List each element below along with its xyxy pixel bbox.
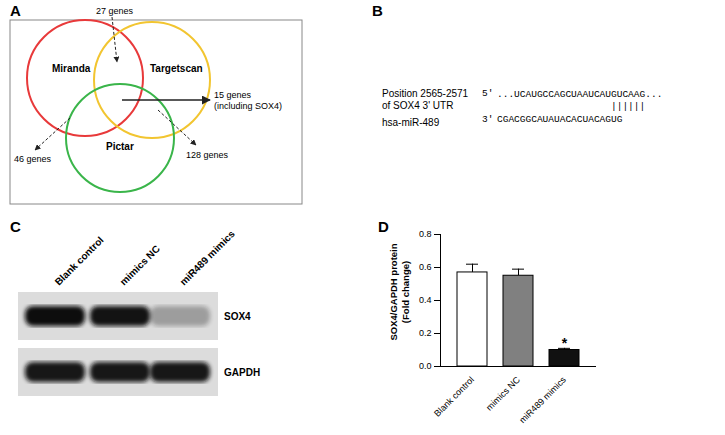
html-text:Position 2565-2571: Position 2565-2571 — [382, 88, 469, 99]
svg-text:Targetscan: Targetscan — [150, 63, 203, 74]
html-text:5' ...UCAUGCCAGCUAAUCAUGUCAAG.: 5' ...UCAUGCCAGCUAAUCAUGUCAAG... — [482, 88, 663, 100]
svg-text:Pictar: Pictar — [106, 141, 134, 152]
svg-text:0.4: 0.4 — [419, 295, 432, 305]
svg-text:0.0: 0.0 — [419, 361, 432, 371]
svg-text:*: * — [562, 335, 568, 351]
svg-text:mimics NC: mimics NC — [484, 374, 522, 412]
svg-text:(including SOX4): (including SOX4) — [214, 101, 282, 111]
html-text:C: C — [10, 218, 21, 235]
svg-text:Blank control: Blank control — [432, 375, 476, 419]
svg-text:0.8: 0.8 — [419, 229, 432, 239]
svg-text:GAPDH: GAPDH — [224, 367, 260, 378]
svg-text:15 genes: 15 genes — [214, 90, 252, 100]
svg-text:0.6: 0.6 — [419, 262, 432, 272]
svg-text:miR489 mimics: miR489 mimics — [178, 228, 238, 288]
html-text:D: D — [378, 218, 389, 235]
svg-text:0.2: 0.2 — [419, 328, 432, 338]
svg-text:128 genes: 128 genes — [186, 150, 229, 160]
html-text:(Fold change): (Fold change) — [400, 260, 411, 324]
svg-text:SOX4: SOX4 — [224, 311, 251, 322]
svg-text:mimics NC: mimics NC — [118, 243, 162, 287]
html-text:B: B — [372, 2, 383, 19]
html-text:3' CGACGGCAUAUACACUACAGUG: 3' CGACGGCAUAUACACUACAGUG — [482, 114, 623, 125]
svg-text:27 genes: 27 genes — [96, 6, 134, 16]
html-text:A: A — [10, 2, 21, 19]
html-text:SOX4/GAPDH protein: SOX4/GAPDH protein — [388, 243, 399, 341]
svg-text:Blank control: Blank control — [53, 234, 106, 287]
svg-text:miR489 mimics: miR489 mimics — [517, 374, 568, 425]
svg-text:46 genes: 46 genes — [14, 154, 52, 164]
html-text:of SOX4 3' UTR: of SOX4 3' UTR — [382, 100, 454, 111]
svg-text:Miranda: Miranda — [52, 63, 91, 74]
html-text:hsa-miR-489: hsa-miR-489 — [382, 117, 440, 128]
